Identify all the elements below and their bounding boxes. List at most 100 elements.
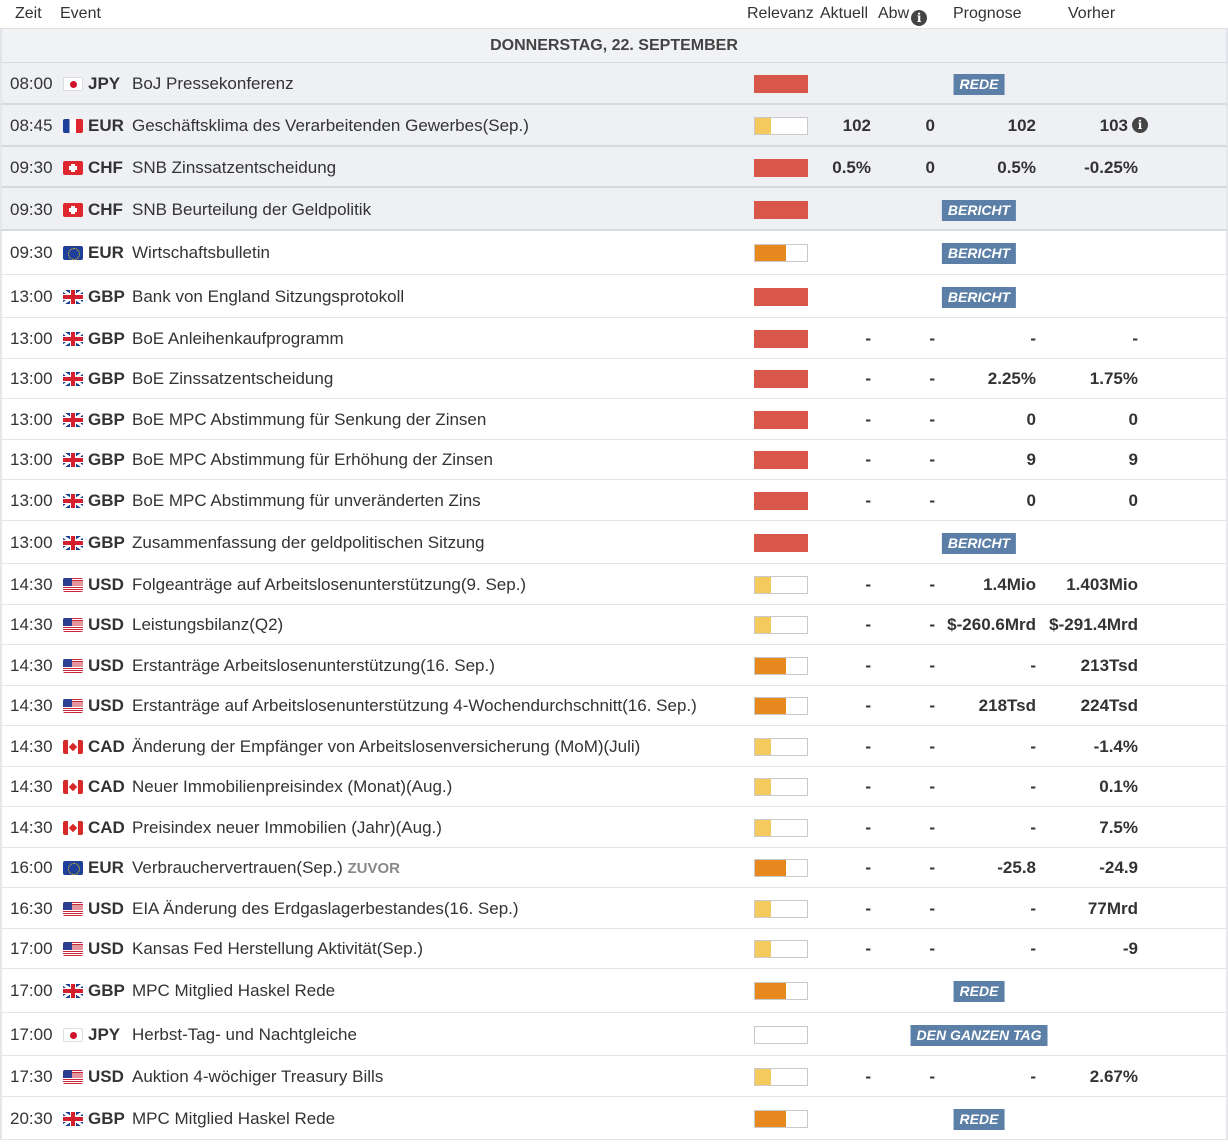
event-name[interactable]: Änderung der Empfänger von Arbeitslosenv…: [132, 737, 640, 757]
event-name-label[interactable]: BoE MPC Abstimmung für Senkung der Zinse…: [132, 409, 487, 429]
event-name[interactable]: MPC Mitglied Haskel Rede: [132, 981, 335, 1001]
event-name-label[interactable]: Kansas Fed Herstellung Aktivität(Sep.): [132, 939, 424, 958]
table-row[interactable]: 13:00 GBP Zusammenfassung der geldpolitisc…: [0, 521, 1228, 564]
event-name[interactable]: Kansas Fed Herstellung Aktivität(Sep.): [132, 939, 423, 959]
event-name[interactable]: Herbst-Tag- und Nachtgleiche: [132, 1025, 357, 1045]
event-name-label[interactable]: BoE MPC Abstimmung für Erhöhung der Zins…: [132, 450, 493, 469]
table-row[interactable]: 13:00 GBP BoE MPC Abstimmung für Senkung d…: [0, 399, 1228, 440]
table-row[interactable]: 14:30 USD Erstanträge Arbeitslosenunterstü…: [0, 645, 1228, 686]
table-row[interactable]: 13:00 GBP Bank von England Sitzungsprotoko…: [0, 275, 1228, 318]
event-name-label[interactable]: SNB Zinssatzentscheidung: [132, 157, 337, 177]
actual-value: -: [865, 574, 871, 594]
event-name-label[interactable]: Auktion 4-wöchiger Treasury Bills: [132, 1066, 384, 1086]
event-name-label[interactable]: MPC Mitglied Haskel Rede: [132, 1108, 336, 1128]
event-name-label[interactable]: MPC Mitglied Haskel Rede: [132, 981, 336, 1000]
event-name-label[interactable]: Erstanträge auf Arbeitslosenunterstützun…: [132, 696, 697, 715]
event-name-label[interactable]: Neuer Immobilienpreisindex (Monat)(Aug.): [132, 777, 453, 796]
relevance-fill: [755, 617, 771, 633]
event-name-label[interactable]: EIA Änderung des Erdgaslagerbestandes(16…: [132, 898, 519, 918]
event-name-label[interactable]: BoE MPC Abstimmung für unveränderten Zin…: [132, 490, 481, 510]
event-type-badge: REDE: [953, 1108, 1005, 1130]
event-name[interactable]: Auktion 4-wöchiger Treasury Bills: [132, 1067, 383, 1087]
header-vorher[interactable]: Vorher: [1068, 5, 1116, 22]
previous-value: 0.1%: [1099, 777, 1138, 796]
event-name[interactable]: Neuer Immobilienpreisindex (Monat)(Aug.): [132, 777, 452, 797]
deviation-value: -: [929, 696, 935, 715]
event-name[interactable]: Wirtschaftsbulletin: [132, 243, 270, 263]
event-name[interactable]: BoE MPC Abstimmung für Erhöhung der Zins…: [132, 450, 493, 470]
event-name-label[interactable]: Preisindex neuer Immobilien (Jahr)(Aug.): [132, 817, 442, 837]
event-name[interactable]: SNB Beurteilung der Geldpolitik: [132, 200, 371, 220]
table-row[interactable]: 13:00 GBP BoE Anleihenkaufprogramm - - - -: [0, 318, 1228, 359]
actual-value: -: [865, 939, 871, 958]
info-icon[interactable]: i: [1132, 117, 1148, 133]
event-name[interactable]: BoE Anleihenkaufprogramm: [132, 329, 344, 349]
table-row[interactable]: 14:30 USD Leistungsbilanz(Q2) - - $-260.6Mrd $…: [0, 605, 1228, 645]
info-icon[interactable]: i: [911, 10, 928, 26]
event-name[interactable]: Bank von England Sitzungsprotokoll: [132, 287, 404, 307]
event-name-label[interactable]: Verbrauchervertrauen(Sep.): [132, 858, 343, 877]
table-row[interactable]: 14:30 USD Erstanträge auf Arbeitslosenunte…: [0, 686, 1228, 726]
table-row[interactable]: 09:30 EUR Wirtschaftsbulletin BERICHT: [0, 231, 1228, 275]
header-prognose[interactable]: Prognose: [953, 5, 1022, 22]
event-name-label[interactable]: Folgeanträge auf Arbeitslosenunterstützu…: [132, 574, 527, 594]
relevance-fill: [755, 698, 787, 714]
event-name-label[interactable]: BoE Zinssatzentscheidung: [132, 369, 334, 388]
relevance-fill: [755, 288, 807, 305]
table-row[interactable]: 17:00 JPY Herbst-Tag- und Nachtgleiche DEN …: [0, 1013, 1228, 1056]
table-row[interactable]: 14:30 CAD Neuer Immobilienpreisindex (Mona…: [0, 767, 1228, 807]
event-name-label[interactable]: Bank von England Sitzungsprotokoll: [132, 286, 405, 306]
header-event[interactable]: Event: [60, 5, 101, 22]
table-row[interactable]: 16:00 EUR Verbrauchervertrauen(Sep.) ZUVOR…: [0, 848, 1228, 888]
header-zeit[interactable]: Zeit: [15, 5, 42, 22]
event-name[interactable]: BoE MPC Abstimmung für unveränderten Zin…: [132, 491, 481, 511]
forecast-value: -: [1030, 777, 1036, 796]
event-name[interactable]: Zusammenfassung der geldpolitischen Sitz…: [132, 533, 484, 553]
event-name-label[interactable]: Herbst-Tag- und Nachtgleiche: [132, 1024, 357, 1044]
event-name-label[interactable]: SNB Beurteilung der Geldpolitik: [132, 199, 372, 219]
header-aktuell[interactable]: Aktuell: [820, 5, 869, 22]
event-name[interactable]: Folgeanträge auf Arbeitslosenunterstützu…: [132, 575, 526, 595]
event-name-label[interactable]: Leistungsbilanz(Q2): [132, 615, 284, 634]
table-row[interactable]: 16:30 USD EIA Änderung des Erdgaslagerbest…: [0, 888, 1228, 929]
table-row[interactable]: 14:30 CAD Preisindex neuer Immobilien (Jah…: [0, 807, 1228, 848]
event-name[interactable]: BoE Zinssatzentscheidung: [132, 369, 333, 389]
relevance-fill: [755, 371, 807, 387]
table-row[interactable]: 13:00 GBP BoE MPC Abstimmung für unverände…: [0, 480, 1228, 521]
event-name[interactable]: EIA Änderung des Erdgaslagerbestandes(16…: [132, 899, 519, 919]
event-name-label[interactable]: Änderung der Empfänger von Arbeitslosenv…: [132, 736, 641, 756]
table-row[interactable]: 09:30 CHF SNB Beurteilung der Geldpolitik B…: [0, 188, 1228, 231]
header-abw[interactable]: Abw i: [878, 5, 928, 26]
event-name-label[interactable]: BoE Anleihenkaufprogramm: [132, 328, 344, 348]
event-name[interactable]: MPC Mitglied Haskel Rede: [132, 1109, 335, 1129]
event-name[interactable]: SNB Zinssatzentscheidung: [132, 158, 336, 178]
event-name-label[interactable]: BoJ Pressekonferenz: [132, 74, 294, 93]
table-row[interactable]: 17:00 GBP MPC Mitglied Haskel Rede REDE: [0, 969, 1228, 1013]
event-name[interactable]: BoE MPC Abstimmung für Senkung der Zinse…: [132, 410, 486, 430]
event-name[interactable]: BoJ Pressekonferenz: [132, 74, 294, 94]
table-row[interactable]: 08:45 EUR Geschäftsklima des Verarbeitende…: [0, 105, 1228, 147]
event-name-label[interactable]: Geschäftsklima des Verarbeitenden Gewerb…: [132, 116, 529, 135]
event-name[interactable]: Erstanträge Arbeitslosenunterstützung(16…: [132, 656, 495, 676]
header-relevanz[interactable]: Relevanz: [747, 5, 814, 22]
table-row[interactable]: 13:00 GBP BoE MPC Abstimmung für Erhöhung …: [0, 440, 1228, 480]
actual-value: -: [865, 328, 871, 348]
table-row[interactable]: 09:30 CHF SNB Zinssatzentscheidung 0.5% 0 0.5…: [0, 147, 1228, 188]
relevance-bar: [754, 899, 808, 918]
event-name-label[interactable]: Zusammenfassung der geldpolitischen Sitz…: [132, 532, 485, 552]
event-name[interactable]: Preisindex neuer Immobilien (Jahr)(Aug.): [132, 818, 442, 838]
event-name[interactable]: Leistungsbilanz(Q2): [132, 615, 283, 635]
table-row[interactable]: 13:00 GBP BoE Zinssatzentscheidung - - 2.25% 1…: [0, 359, 1228, 399]
table-row[interactable]: 14:30 USD Folgeanträge auf Arbeitslosenunt…: [0, 564, 1228, 605]
table-row[interactable]: 08:00 JPY BoJ Pressekonferenz REDE: [0, 63, 1228, 105]
table-row[interactable]: 17:00 USD Kansas Fed Herstellung Aktivität…: [0, 929, 1228, 969]
relevance-fill: [755, 576, 771, 593]
table-row[interactable]: 20:30 GBP MPC Mitglied Haskel Rede REDE: [0, 1097, 1228, 1140]
event-name-label[interactable]: Erstanträge Arbeitslosenunterstützung(16…: [132, 655, 495, 675]
event-name[interactable]: Geschäftsklima des Verarbeitenden Gewerb…: [132, 116, 529, 136]
event-name[interactable]: Verbrauchervertrauen(Sep.) ZUVOR: [132, 858, 400, 878]
event-name-label[interactable]: Wirtschaftsbulletin: [132, 243, 270, 262]
event-name[interactable]: Erstanträge auf Arbeitslosenunterstützun…: [132, 696, 697, 716]
table-row[interactable]: 14:30 CAD Änderung der Empfänger von Arbei…: [0, 726, 1228, 767]
table-row[interactable]: 17:30 USD Auktion 4-wöchiger Treasury Bill…: [0, 1056, 1228, 1097]
